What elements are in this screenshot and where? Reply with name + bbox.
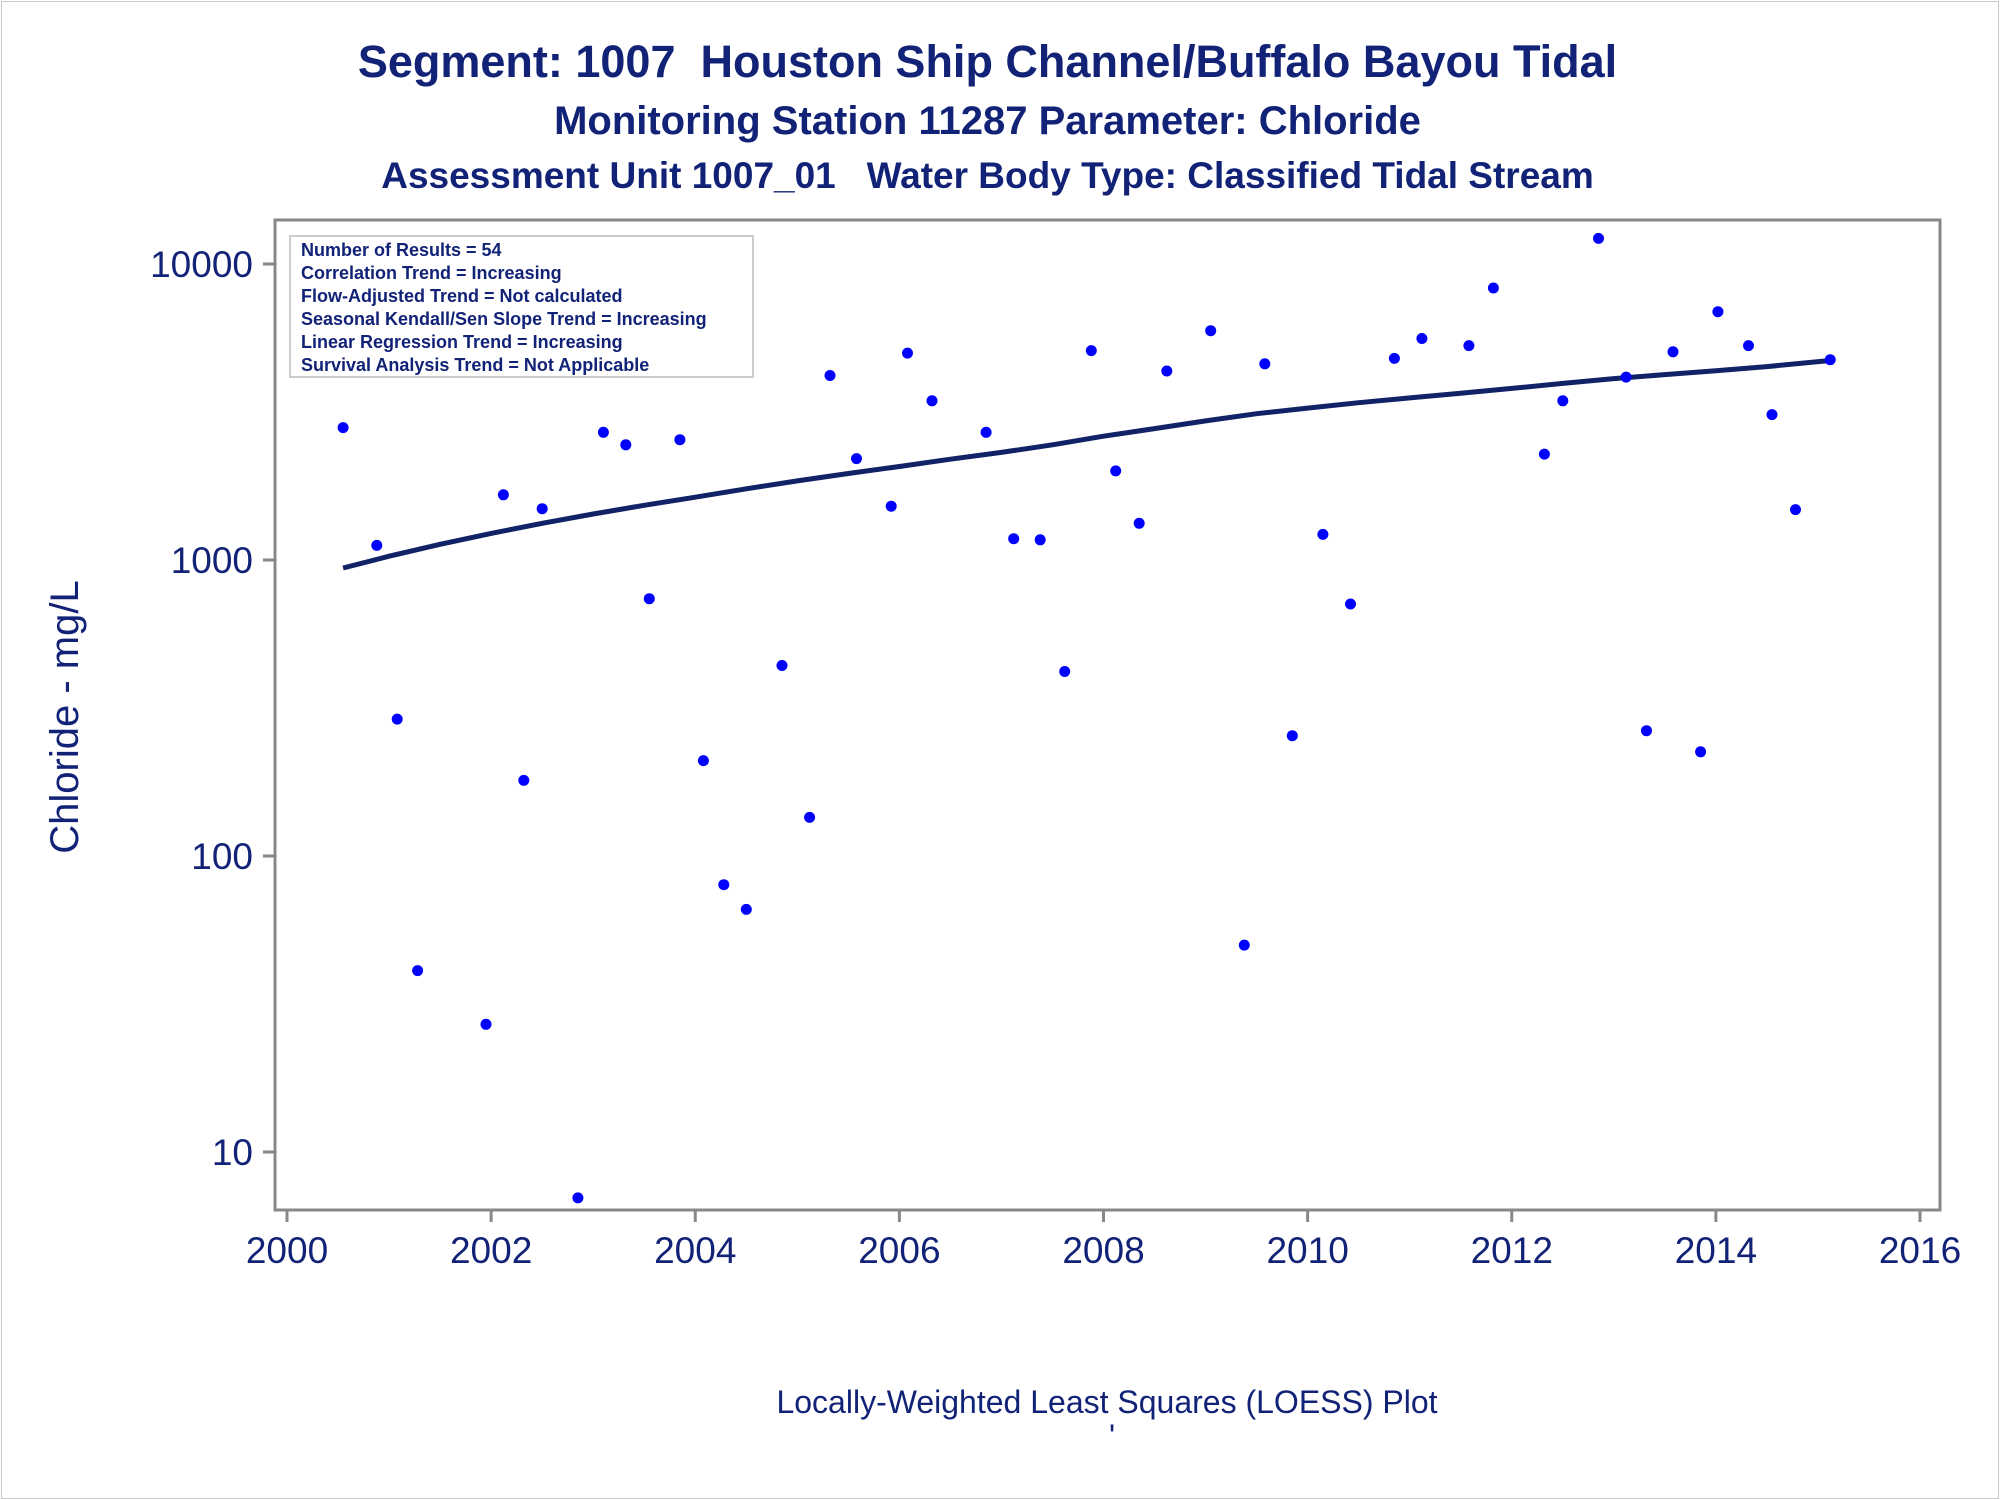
- data-point: [412, 965, 424, 977]
- data-point: [1667, 346, 1679, 358]
- chart-subtitle-station: Monitoring Station 11287 Parameter: Chlo…: [554, 99, 1421, 143]
- x-tick-label: 2004: [654, 1230, 736, 1271]
- data-point: [620, 439, 632, 451]
- x-tick-label: 2012: [1471, 1230, 1553, 1271]
- data-point: [980, 426, 992, 438]
- data-point: [1110, 465, 1122, 477]
- x-tick-label: 2014: [1675, 1230, 1757, 1271]
- statistics-inset-line: Seasonal Kendall/Sen Slope Trend = Incre…: [301, 309, 707, 329]
- data-point: [497, 489, 509, 501]
- data-point: [1259, 358, 1271, 370]
- footnote-mark: ': [1109, 1418, 1115, 1454]
- statistics-inset-line: Survival Analysis Trend = Not Applicable: [301, 355, 649, 375]
- y-tick-label: 10000: [150, 244, 253, 285]
- footnote: Locally-Weighted Least Squares (LOESS) P…: [776, 1384, 1437, 1420]
- data-point: [371, 539, 383, 551]
- data-point: [1085, 345, 1097, 357]
- data-point: [1790, 504, 1801, 516]
- chart-subtitle-assessment-unit: Assessment Unit 1007_01 Water Body Type:…: [381, 155, 1594, 196]
- statistics-inset: Number of Results = 54 Correlation Trend …: [289, 235, 754, 378]
- data-point: [1034, 534, 1046, 546]
- data-point: [643, 593, 655, 605]
- points-layer: [337, 232, 1836, 1204]
- data-point: [391, 713, 403, 725]
- data-point: [1388, 352, 1400, 364]
- y-tick-label: 1000: [171, 540, 253, 581]
- data-point: [572, 1192, 584, 1204]
- statistics-inset-line: Flow-Adjusted Trend = Not calculated: [301, 286, 623, 306]
- data-point: [824, 370, 836, 381]
- data-point: [1620, 371, 1632, 383]
- x-tick-label: 2002: [450, 1230, 532, 1271]
- x-tick-label: 2016: [1879, 1230, 1961, 1271]
- data-point: [1463, 340, 1475, 352]
- data-point: [1695, 746, 1707, 758]
- x-tick-label: 2000: [246, 1230, 328, 1271]
- data-point: [1059, 666, 1071, 677]
- data-point: [1824, 354, 1836, 366]
- data-point: [1416, 333, 1428, 344]
- data-point: [337, 422, 349, 434]
- x-tick-label: 2010: [1266, 1230, 1348, 1271]
- data-point: [518, 774, 530, 786]
- data-point: [740, 903, 752, 915]
- data-point: [1317, 528, 1329, 540]
- data-point: [674, 434, 686, 446]
- statistics-inset-line: Linear Regression Trend = Increasing: [301, 332, 623, 352]
- y-axis-title: Chloride - mg/L: [43, 580, 87, 853]
- statistics-inset-line: Number of Results = 54: [301, 240, 502, 260]
- plot-area: [273, 218, 1942, 1212]
- data-point: [480, 1018, 492, 1030]
- data-point: [1766, 409, 1778, 421]
- data-point: [902, 347, 913, 359]
- data-point: [1557, 395, 1569, 407]
- data-point: [1712, 306, 1724, 318]
- x-axis: 2000 2002 2004 2006 2008 2010 2012 2014 2016: [246, 1210, 1961, 1271]
- data-point: [1345, 598, 1356, 610]
- data-point: [1538, 448, 1550, 460]
- data-point: [885, 500, 897, 512]
- chart-title: Segment: 1007 Houston Ship Channel/Buffa…: [357, 36, 1618, 87]
- data-point: [1286, 730, 1298, 742]
- data-point: [536, 503, 548, 515]
- loess-layer: [342, 358, 1831, 571]
- y-tick-label: 10: [212, 1132, 253, 1173]
- data-point: [1487, 282, 1499, 294]
- data-point: [1238, 939, 1250, 951]
- statistics-inset-line: Correlation Trend = Increasing: [301, 263, 562, 283]
- data-point: [851, 453, 862, 465]
- data-point: [1133, 517, 1145, 529]
- data-point: [1743, 340, 1754, 352]
- data-point: [718, 879, 730, 891]
- data-point: [926, 395, 938, 407]
- data-point: [1161, 365, 1173, 377]
- statistics-inset-border: [289, 235, 754, 378]
- x-tick-label: 2008: [1062, 1230, 1144, 1271]
- y-tick-label: 100: [191, 836, 253, 877]
- data-point: [776, 660, 788, 671]
- data-point: [1205, 325, 1217, 337]
- y-axis: 10 100 1000 10000: [150, 244, 275, 1173]
- data-point: [1641, 725, 1652, 737]
- data-point: [1008, 533, 1020, 545]
- x-tick-label: 2006: [858, 1230, 940, 1271]
- data-point: [1593, 232, 1604, 244]
- data-point: [804, 811, 816, 823]
- data-point: [597, 426, 609, 438]
- loess-line: [342, 358, 1831, 571]
- data-point: [697, 755, 709, 767]
